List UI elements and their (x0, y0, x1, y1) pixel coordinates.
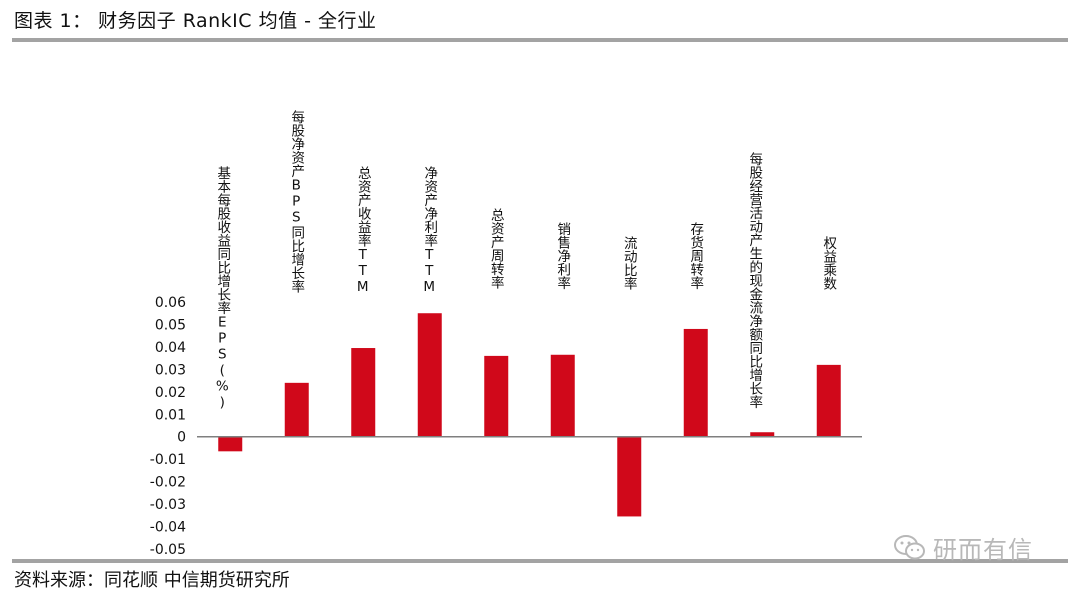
bar (484, 355, 509, 437)
source-note: 资料来源：同花顺 中信期货研究所 (14, 570, 290, 591)
y-tick-label: -0.02 (150, 475, 186, 491)
x-tick-label: 总资产收益率TTM (354, 166, 371, 295)
bar (218, 436, 243, 452)
x-tick-label: 销售净利率 (554, 222, 571, 290)
y-tick-label: -0.05 (150, 542, 186, 558)
y-tick-label: 0 (177, 430, 186, 446)
y-tick-label: 0.02 (155, 385, 186, 401)
bar (617, 436, 642, 517)
y-tick-label: 0.01 (155, 407, 186, 423)
y-tick-label: 0.03 (155, 362, 186, 378)
x-tick-label: 流动比率 (620, 236, 637, 290)
bar (750, 432, 775, 437)
figure-title: 图表 1： 财务因子 RankIC 均值 - 全行业 (14, 10, 377, 32)
y-tick-label: -0.01 (150, 452, 186, 468)
x-tick-label: 基本每股收益同比增长率EPS(%) (214, 166, 231, 411)
y-tick-label: -0.03 (150, 497, 186, 513)
x-tick-label: 权益乘数 (820, 236, 837, 290)
y-tick-label: 0.06 (155, 295, 186, 311)
wechat-icon (894, 534, 925, 559)
bar (284, 382, 309, 437)
y-tick-label: 0.04 (155, 340, 186, 356)
top-rule (12, 38, 1068, 42)
bar (816, 364, 841, 437)
x-tick-label: 总资产周转率 (487, 208, 504, 289)
watermark-text: 研而有信 (933, 536, 1033, 564)
y-tick-label: -0.04 (150, 520, 186, 536)
watermark: 研而有信 (893, 530, 1033, 565)
bar (683, 328, 708, 437)
bar (417, 313, 442, 437)
bottom-rule (12, 559, 1068, 563)
bar (351, 348, 376, 437)
y-tick-label: 0.05 (155, 317, 186, 333)
x-tick-label: 每股净资产BPS同比增长率 (288, 110, 305, 293)
x-tick-label: 每股经营活动产生的现金流净额同比增长率 (746, 152, 763, 409)
bar (550, 354, 575, 437)
x-tick-label: 净资产净利率TTM (421, 166, 438, 295)
x-tick-label: 存货周转率 (687, 222, 704, 290)
